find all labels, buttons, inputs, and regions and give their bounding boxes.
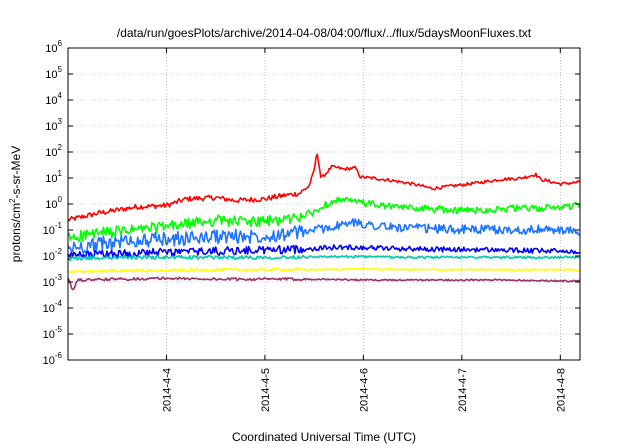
x-tick-label: 2014-4-8: [555, 368, 567, 412]
y-tick-label: 100: [45, 195, 62, 211]
series-line: [67, 254, 580, 262]
series-layer: [67, 153, 581, 291]
series-line: [67, 218, 581, 254]
series-line: [67, 244, 580, 261]
y-axis-label-sup: 2: [8, 198, 17, 203]
grid: [68, 48, 580, 360]
y-tick-label: 10-1: [43, 221, 63, 237]
y-tick-label: 10-3: [43, 273, 63, 289]
y-tick-label: 10-5: [43, 325, 63, 341]
x-tick-label: 2014-4-7: [457, 368, 469, 412]
x-axis-label: Coordinated Universal Time (UTC): [232, 430, 416, 444]
y-tick-label: 102: [45, 143, 62, 159]
series-line: [67, 276, 580, 291]
x-tick-label: 2014-4-6: [358, 368, 370, 412]
chart-title: /data/run/goesPlots/archive/2014-04-08/0…: [117, 26, 532, 40]
y-tick-label: 101: [45, 169, 62, 185]
series-line: [67, 153, 581, 222]
y-tick-label: 10-4: [43, 299, 63, 315]
ticks: 10-6 10-5 10-4 10-3 10-2 10-1 100 101 102 103 104 1…: [43, 39, 580, 412]
y-tick-label: 10-6: [43, 351, 63, 367]
series-line: [67, 196, 581, 243]
x-tick-label: 2014-4-5: [260, 368, 272, 412]
y-axis-label-main: protons/cm: [9, 203, 23, 262]
y-tick-label: 10-2: [43, 247, 63, 263]
y-axis-label-units: -s-sr-MeV: [9, 146, 23, 199]
x-tick-label: 2014-4-4: [161, 368, 173, 412]
y-tick-label: 106: [45, 39, 62, 55]
y-tick-label: 104: [45, 91, 62, 107]
y-axis-label: protons/cm2-s-sr-MeV: [8, 146, 23, 262]
series-line: [67, 267, 580, 274]
y-tick-label: 105: [45, 65, 62, 81]
y-tick-label: 103: [45, 117, 62, 133]
